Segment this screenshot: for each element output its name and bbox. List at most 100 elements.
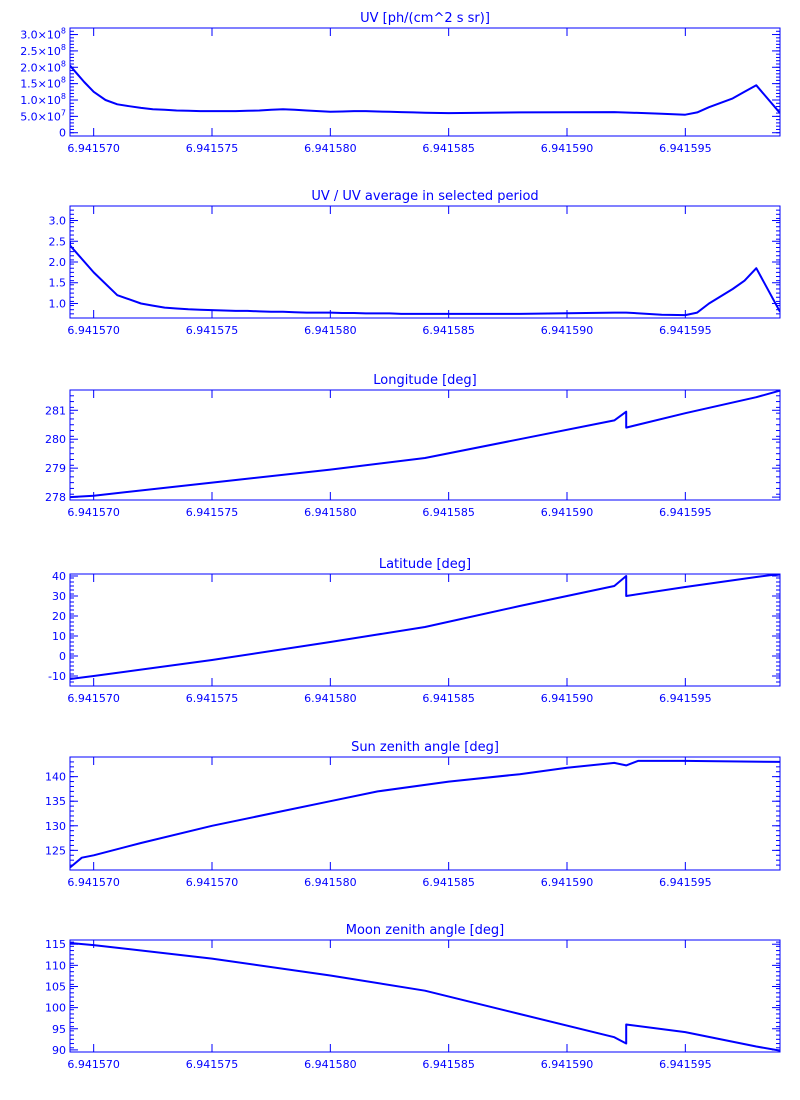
chart-panel: UV [ph/(cm^2 s sr)] 6.941570 6.941575 6.941… (20, 11, 781, 155)
x-tick-label: 6.941570 (67, 692, 120, 705)
y-tick-label: 140 (45, 771, 66, 784)
y-tick-exponent: 8 (61, 59, 66, 68)
y-tick-exponent: 7 (61, 108, 66, 117)
series-line (70, 574, 780, 680)
x-tick-label: 6.941570 (67, 324, 120, 337)
y-tick-label: 1.5 (49, 277, 67, 290)
x-tick-label: 6.941590 (541, 876, 594, 889)
y-tick-label: 110 (45, 959, 66, 972)
y-tick-label: 5.0×107 (20, 108, 66, 123)
chart-title: UV / UV average in selected period (311, 189, 538, 204)
x-tick-label: 6.941570 (67, 506, 120, 519)
y-tick-label: 30 (52, 590, 66, 603)
y-tick-label: 2.0 (49, 256, 67, 269)
y-tick-label: 281 (45, 404, 66, 417)
y-tick-mantissa: 2.5×10 (20, 45, 61, 58)
x-tick-label: 6.941575 (186, 506, 239, 519)
y-tick-mantissa: 3.0×10 (20, 29, 61, 42)
chart-panel: Sun zenith angle [deg] 6.941570 6.941570 6.… (45, 740, 781, 889)
chart-panel: Latitude [deg] 6.941570 6.941575 6.941580 6.… (48, 557, 781, 705)
x-tick-label: 6.941585 (422, 142, 475, 155)
y-tick-label: 1.0 (49, 297, 67, 310)
y-tick-exponent: 8 (61, 27, 66, 36)
series-line (70, 759, 780, 869)
x-tick-label: 6.941570 (67, 142, 120, 155)
x-tick-label: 6.941585 (422, 324, 475, 337)
y-tick-mantissa: 1.5×10 (20, 78, 61, 91)
y-tick-label: 130 (45, 820, 66, 833)
x-tick-label: 6.941595 (659, 324, 712, 337)
y-tick-label: 2.5×108 (20, 43, 66, 58)
y-tick-label: 100 (45, 1002, 66, 1015)
y-tick-exponent: 8 (61, 76, 66, 85)
x-tick-label: 6.941590 (541, 506, 594, 519)
y-tick-label: 3.0×108 (20, 27, 66, 42)
y-tick-label: -10 (48, 670, 66, 683)
y-tick-label: 40 (52, 570, 66, 583)
chart-title: UV [ph/(cm^2 s sr)] (360, 11, 490, 26)
x-tick-label: 6.941580 (304, 1058, 357, 1071)
x-tick-label: 6.941595 (659, 1058, 712, 1071)
plot-frame (69, 27, 781, 137)
y-tick-label: 3.0 (49, 215, 67, 228)
chart-title: Sun zenith angle [deg] (351, 740, 499, 755)
x-tick-label: 6.941570 (67, 876, 120, 889)
y-tick-mantissa: 2.0×10 (20, 61, 61, 74)
x-tick-label: 6.941595 (659, 142, 712, 155)
y-tick-label: 2.0×108 (20, 59, 66, 74)
y-tick-label: 280 (45, 433, 66, 446)
x-tick-label: 6.941595 (659, 876, 712, 889)
y-tick-label: 20 (52, 610, 66, 623)
y-tick-label: 90 (52, 1044, 66, 1057)
x-tick-label: 6.941575 (186, 142, 239, 155)
series-line (70, 241, 780, 317)
chart-panel: UV / UV average in selected period 6.9415… (49, 189, 781, 337)
x-tick-label: 6.941590 (541, 1058, 594, 1071)
x-tick-label: 6.941585 (422, 876, 475, 889)
y-tick-label: 95 (52, 1023, 66, 1036)
x-tick-label: 6.941575 (186, 692, 239, 705)
chart-panel: Longitude [deg] 6.941570 6.941575 6.941580 6… (45, 373, 781, 519)
y-tick-label: 125 (45, 844, 66, 857)
series-line (70, 390, 780, 499)
y-tick-mantissa: 0 (59, 127, 66, 140)
y-tick-label: 0 (59, 650, 66, 663)
x-tick-label: 6.941585 (422, 1058, 475, 1071)
x-tick-label: 6.941580 (304, 142, 357, 155)
x-tick-label: 6.941570 (186, 876, 239, 889)
x-tick-label: 6.941580 (304, 692, 357, 705)
x-tick-label: 6.941575 (186, 324, 239, 337)
y-tick-mantissa: 1.0×10 (20, 94, 61, 107)
x-tick-label: 6.941590 (541, 692, 594, 705)
x-tick-label: 6.941580 (304, 876, 357, 889)
x-tick-label: 6.941585 (422, 692, 475, 705)
x-tick-label: 6.941595 (659, 692, 712, 705)
chart-title: Latitude [deg] (379, 557, 471, 572)
y-tick-label: 1.5×108 (20, 76, 66, 91)
plot-frame (69, 939, 781, 1053)
x-tick-label: 6.941585 (422, 506, 475, 519)
series-line (70, 942, 780, 1052)
y-tick-label: 115 (45, 938, 66, 951)
plot-frame (69, 573, 781, 687)
y-tick-exponent: 8 (61, 43, 66, 52)
y-tick-exponent: 8 (61, 92, 66, 101)
y-tick-mantissa: 5.0×10 (20, 110, 61, 123)
y-tick-label: 135 (45, 795, 66, 808)
plot-frame (69, 205, 781, 319)
x-tick-label: 6.941580 (304, 324, 357, 337)
chart-title: Longitude [deg] (373, 373, 476, 388)
x-tick-label: 6.941590 (541, 142, 594, 155)
y-tick-label: 2.5 (49, 235, 67, 248)
y-tick-label: 10 (52, 630, 66, 643)
y-tick-label: 105 (45, 980, 66, 993)
plot-frame (69, 756, 781, 871)
series-line (70, 64, 780, 116)
plot-frame (69, 389, 781, 501)
x-tick-label: 6.941570 (67, 1058, 120, 1071)
y-tick-label: 0 (59, 127, 66, 140)
y-tick-label: 1.0×108 (20, 92, 66, 107)
x-tick-label: 6.941590 (541, 324, 594, 337)
x-tick-label: 6.941580 (304, 506, 357, 519)
